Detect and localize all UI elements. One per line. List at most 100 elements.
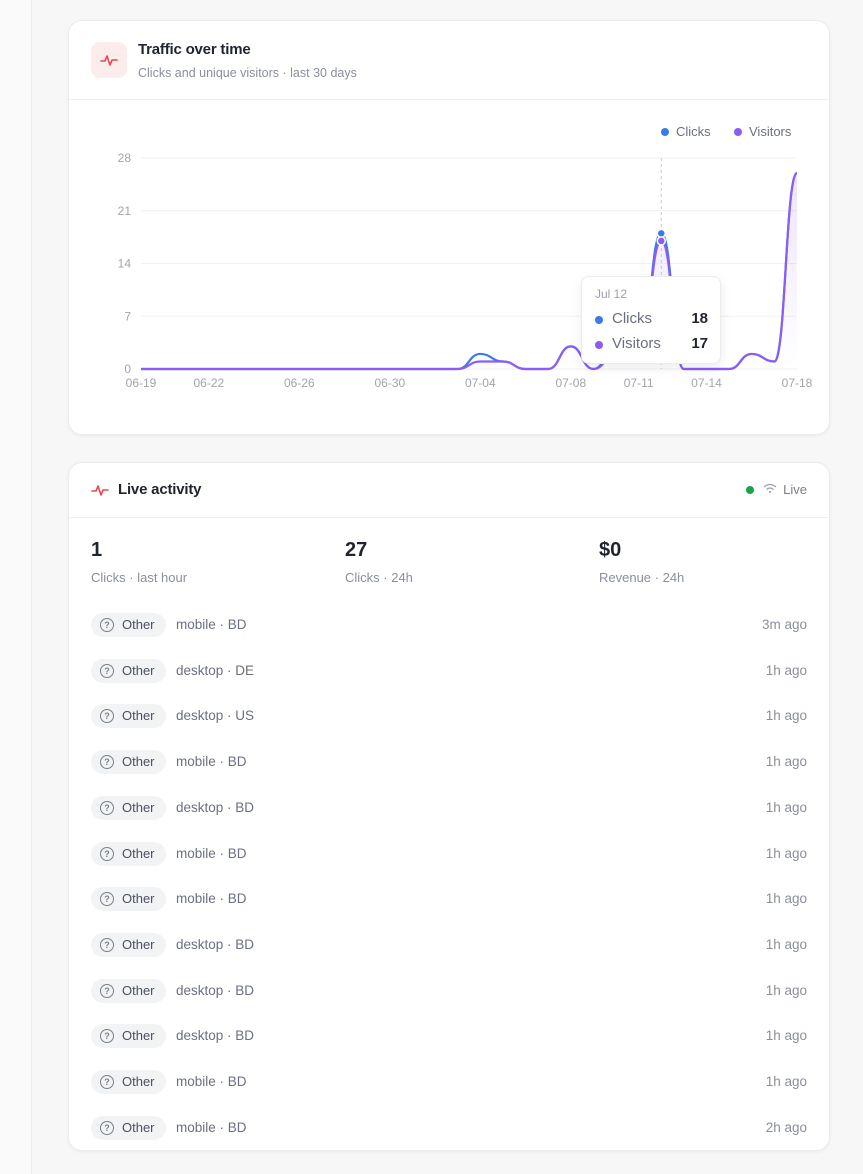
event-time: 2h ago	[765, 1119, 807, 1135]
legend-item-visitors[interactable]: Visitors	[734, 124, 791, 139]
event-meta: desktop · DE	[176, 662, 255, 678]
stat-label: Clicks · last hour	[91, 570, 188, 585]
event-meta: desktop · BD	[176, 982, 255, 998]
event-time: 1h ago	[765, 662, 807, 678]
live-status-dot	[746, 485, 755, 494]
event-row[interactable]: ? Other desktop · BD 1h ago	[91, 932, 807, 963]
stat-revenue-24h: $0 Revenue · 24h	[599, 539, 684, 585]
source-badge: ? Other	[91, 978, 166, 1003]
source-label: Other	[122, 1119, 155, 1135]
event-meta: mobile · BD	[176, 845, 247, 861]
visitors-area	[141, 173, 797, 369]
question-circle-icon: ?	[100, 755, 114, 770]
stat-label: Revenue · 24h	[599, 570, 685, 585]
x-tick-label: 06-22	[194, 376, 225, 390]
traffic-chart[interactable]: 0 7 14 21 28 06-19 06-22 06-26 06-30 07-04 07-08 07…	[69, 21, 829, 434]
source-label: Other	[122, 936, 155, 952]
event-meta: desktop · BD	[176, 799, 255, 815]
event-row[interactable]: ? Other mobile · BD 2h ago	[91, 1115, 807, 1146]
y-tick-label: 7	[124, 309, 131, 323]
traffic-card-header: Traffic over time Clicks and unique visi…	[69, 21, 829, 100]
tooltip-dot-visitors	[595, 341, 603, 349]
traffic-card: Traffic over time Clicks and unique visi…	[68, 20, 830, 435]
stat-clicks-24h: 27 Clicks · 24h	[345, 539, 413, 585]
tooltip-date: Jul 12	[595, 287, 628, 301]
event-meta: mobile · BD	[176, 891, 247, 907]
source-label: Other	[122, 982, 155, 998]
event-row[interactable]: ? Other mobile · BD 1h ago	[91, 841, 807, 872]
tooltip-label-visitors: Visitors	[612, 335, 661, 352]
event-row[interactable]: ? Other desktop · DE 1h ago	[91, 658, 807, 689]
source-badge: ? Other	[91, 887, 166, 912]
event-row[interactable]: ? Other desktop · BD 1h ago	[91, 978, 807, 1009]
legend-dot-clicks	[661, 127, 669, 136]
event-row[interactable]: ? Other desktop · BD 1h ago	[91, 795, 807, 826]
y-tick-label: 28	[118, 151, 132, 165]
source-badge: ? Other	[91, 795, 166, 820]
event-row[interactable]: ? Other mobile · BD 1h ago	[91, 887, 807, 917]
series-line-visitors	[141, 171, 799, 371]
question-circle-icon: ?	[100, 937, 114, 952]
tooltip-label-clicks: Clicks	[612, 310, 652, 327]
stat-clicks-last-hour: 1 Clicks · last hour	[91, 539, 187, 585]
event-time: 1h ago	[765, 754, 807, 770]
source-label: Other	[122, 891, 155, 907]
x-tick-label: 07-04	[465, 376, 496, 390]
event-row[interactable]: ? Other mobile · BD 1h ago	[91, 1070, 807, 1100]
event-meta: mobile · BD	[176, 754, 247, 770]
activity-icon	[91, 481, 109, 504]
stat-value: 27	[345, 539, 368, 561]
chart-tooltip: Jul 12 Clicks 18 Visitors 17	[581, 276, 721, 364]
event-meta: desktop · US	[176, 708, 255, 724]
event-time: 1h ago	[765, 936, 807, 952]
source-label: Other	[122, 754, 155, 770]
legend-item-clicks[interactable]: Clicks	[661, 124, 711, 139]
tooltip-value-clicks: 18	[691, 310, 708, 327]
live-title: Live activity	[118, 481, 202, 498]
source-label: Other	[122, 845, 155, 861]
left-rail	[0, 0, 32, 1174]
event-row[interactable]: ? Other desktop · BD 1h ago	[91, 1024, 807, 1054]
event-row[interactable]: ? Other mobile · BD 1h ago	[91, 750, 807, 780]
question-circle-icon: ?	[100, 846, 114, 861]
live-status: Live	[746, 482, 807, 497]
source-label: Other	[122, 799, 155, 815]
event-row[interactable]: ? Other mobile · BD 3m ago	[91, 613, 807, 643]
question-circle-icon: ?	[100, 983, 114, 998]
question-circle-icon: ?	[100, 1120, 114, 1135]
legend-label-clicks: Clicks	[676, 124, 711, 139]
event-time: 1h ago	[765, 708, 807, 724]
activity-icon	[91, 42, 127, 78]
tooltip-row-clicks: Clicks 18	[595, 310, 708, 330]
event-time: 1h ago	[765, 845, 807, 861]
x-tick-label: 07-08	[555, 376, 586, 390]
source-badge: ? Other	[91, 1024, 166, 1049]
legend-label-visitors: Visitors	[749, 124, 792, 139]
question-circle-icon: ?	[100, 663, 114, 678]
event-time: 3m ago	[761, 617, 807, 632]
source-label: Other	[122, 617, 155, 632]
stat-label: Clicks · 24h	[345, 570, 413, 585]
event-meta: desktop · BD	[176, 936, 255, 952]
source-label: Other	[122, 708, 155, 724]
question-circle-icon: ?	[100, 709, 114, 724]
event-time: 1h ago	[765, 891, 807, 907]
event-meta: mobile · BD	[176, 1074, 247, 1089]
x-tick-label: 06-26	[284, 376, 315, 390]
live-status-label: Live	[783, 482, 807, 497]
live-activity-card: Live activity Live 1 Clicks · last hour …	[68, 462, 830, 1151]
y-tick-label: 0	[124, 362, 131, 376]
x-tick-label: 06-30	[374, 376, 405, 390]
legend-dot-visitors	[734, 127, 742, 136]
y-tick-label: 21	[118, 204, 132, 218]
x-tick-label: 07-18	[782, 376, 813, 390]
wifi-icon	[763, 482, 777, 497]
source-badge: ? Other	[91, 613, 166, 637]
source-badge: ? Other	[91, 704, 166, 729]
event-time: 1h ago	[765, 799, 807, 815]
tooltip-row-visitors: Visitors 17	[595, 335, 708, 355]
source-badge: ? Other	[91, 658, 166, 683]
event-row[interactable]: ? Other desktop · US 1h ago	[91, 704, 807, 734]
traffic-subtitle: Clicks and unique visitors · last 30 day…	[138, 66, 357, 80]
event-time: 1h ago	[765, 1028, 807, 1044]
